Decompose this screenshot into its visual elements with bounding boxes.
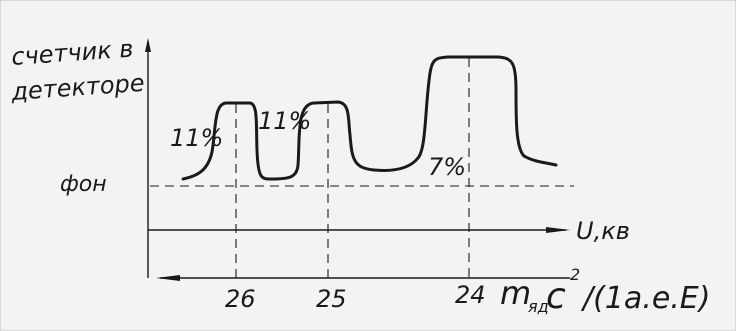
y-axis-label-line1: счетчик в <box>10 35 134 71</box>
mass-axis-label-c: c <box>546 276 566 317</box>
mass-axis-label-sub: яд <box>528 297 549 316</box>
mass-axis-arrow <box>156 275 180 281</box>
mass-axis-label-m: m <box>500 274 531 312</box>
tick-label-24: 24 <box>455 281 486 309</box>
detector-count-curve <box>181 55 558 181</box>
y-axis-label-line2: детекторе <box>9 69 145 106</box>
background-label: фон <box>60 172 107 197</box>
y-axis-arrow <box>145 38 151 52</box>
tick-label-26: 26 <box>225 285 256 313</box>
voltage-axis-arrow <box>546 227 570 233</box>
tick-label-25: 25 <box>316 285 347 313</box>
voltage-axis-label: U,кв <box>576 217 630 245</box>
mass-axis-label-unit: /(1а.е.Е) <box>580 281 710 316</box>
mass-axis-label-exp: 2 <box>570 265 580 284</box>
peak-label-2: 11% <box>258 107 311 135</box>
peak-label-3: 7% <box>428 153 466 181</box>
peak-label-1: 11% <box>170 124 223 152</box>
